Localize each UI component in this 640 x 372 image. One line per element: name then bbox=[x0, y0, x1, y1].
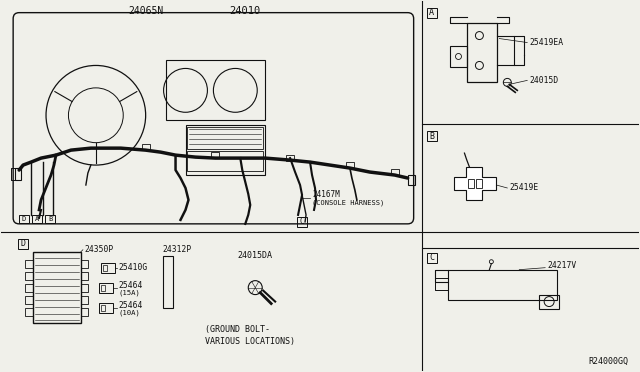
Bar bbox=[25, 283, 33, 292]
Bar bbox=[297, 217, 307, 227]
Text: B: B bbox=[48, 216, 52, 222]
Bar bbox=[18, 239, 28, 249]
Text: 24065N: 24065N bbox=[128, 6, 163, 16]
Bar bbox=[25, 260, 33, 268]
Text: (GROUND BOLT-: (GROUND BOLT- bbox=[205, 325, 271, 334]
Bar bbox=[81, 283, 88, 292]
Text: A: A bbox=[35, 216, 39, 222]
Bar bbox=[32, 215, 42, 223]
Bar bbox=[427, 8, 436, 17]
Text: C: C bbox=[300, 217, 305, 227]
Text: 25464: 25464 bbox=[119, 301, 143, 310]
Text: VARIOUS LOCATIONS): VARIOUS LOCATIONS) bbox=[205, 337, 296, 346]
Bar bbox=[188, 127, 263, 149]
Bar bbox=[81, 308, 88, 315]
Bar bbox=[25, 308, 33, 315]
Bar bbox=[81, 272, 88, 280]
Bar bbox=[449, 45, 467, 67]
Bar bbox=[99, 283, 113, 293]
Text: 24217V: 24217V bbox=[547, 261, 577, 270]
Bar bbox=[467, 23, 497, 82]
Text: C: C bbox=[429, 253, 434, 262]
Bar bbox=[346, 162, 354, 168]
Bar bbox=[427, 131, 436, 141]
Bar bbox=[101, 263, 115, 273]
Bar bbox=[99, 302, 113, 312]
Bar bbox=[476, 179, 483, 188]
Text: 25464: 25464 bbox=[119, 281, 143, 290]
Bar bbox=[166, 61, 265, 120]
Text: (CONSOLE HARNESS): (CONSOLE HARNESS) bbox=[312, 200, 384, 206]
Text: D: D bbox=[20, 239, 26, 248]
Bar bbox=[33, 252, 81, 324]
Bar bbox=[25, 296, 33, 304]
Bar bbox=[163, 256, 173, 308]
Bar bbox=[427, 253, 436, 263]
Text: 24350P: 24350P bbox=[85, 245, 114, 254]
Bar bbox=[15, 168, 21, 180]
Bar bbox=[141, 144, 150, 150]
Text: R24000GQ: R24000GQ bbox=[589, 357, 629, 366]
Bar bbox=[286, 155, 294, 161]
Text: (10A): (10A) bbox=[119, 309, 141, 316]
Bar bbox=[25, 272, 33, 280]
Bar bbox=[101, 285, 105, 291]
Text: 24167M: 24167M bbox=[312, 190, 340, 199]
Bar bbox=[19, 215, 29, 223]
Bar bbox=[81, 296, 88, 304]
Bar bbox=[539, 295, 559, 308]
Text: A: A bbox=[429, 8, 434, 17]
Text: 25410G: 25410G bbox=[119, 263, 148, 272]
Polygon shape bbox=[454, 167, 497, 200]
Bar bbox=[186, 125, 265, 175]
Text: 24312P: 24312P bbox=[163, 245, 192, 254]
Text: D: D bbox=[22, 216, 26, 222]
Bar bbox=[188, 151, 263, 171]
Bar bbox=[391, 169, 399, 175]
Text: 24015D: 24015D bbox=[529, 76, 559, 85]
Text: 24015DA: 24015DA bbox=[237, 251, 273, 260]
Text: (15A): (15A) bbox=[119, 289, 141, 296]
Bar bbox=[447, 270, 557, 299]
Bar bbox=[81, 260, 88, 268]
Bar bbox=[103, 265, 107, 271]
Bar bbox=[408, 175, 415, 185]
Text: 24010: 24010 bbox=[230, 6, 261, 16]
Text: B: B bbox=[429, 132, 434, 141]
Bar bbox=[45, 215, 55, 223]
Bar bbox=[211, 152, 220, 158]
Text: 25419EA: 25419EA bbox=[529, 38, 563, 47]
Bar bbox=[468, 179, 474, 188]
Text: 25419E: 25419E bbox=[509, 183, 538, 192]
Bar bbox=[101, 305, 105, 311]
